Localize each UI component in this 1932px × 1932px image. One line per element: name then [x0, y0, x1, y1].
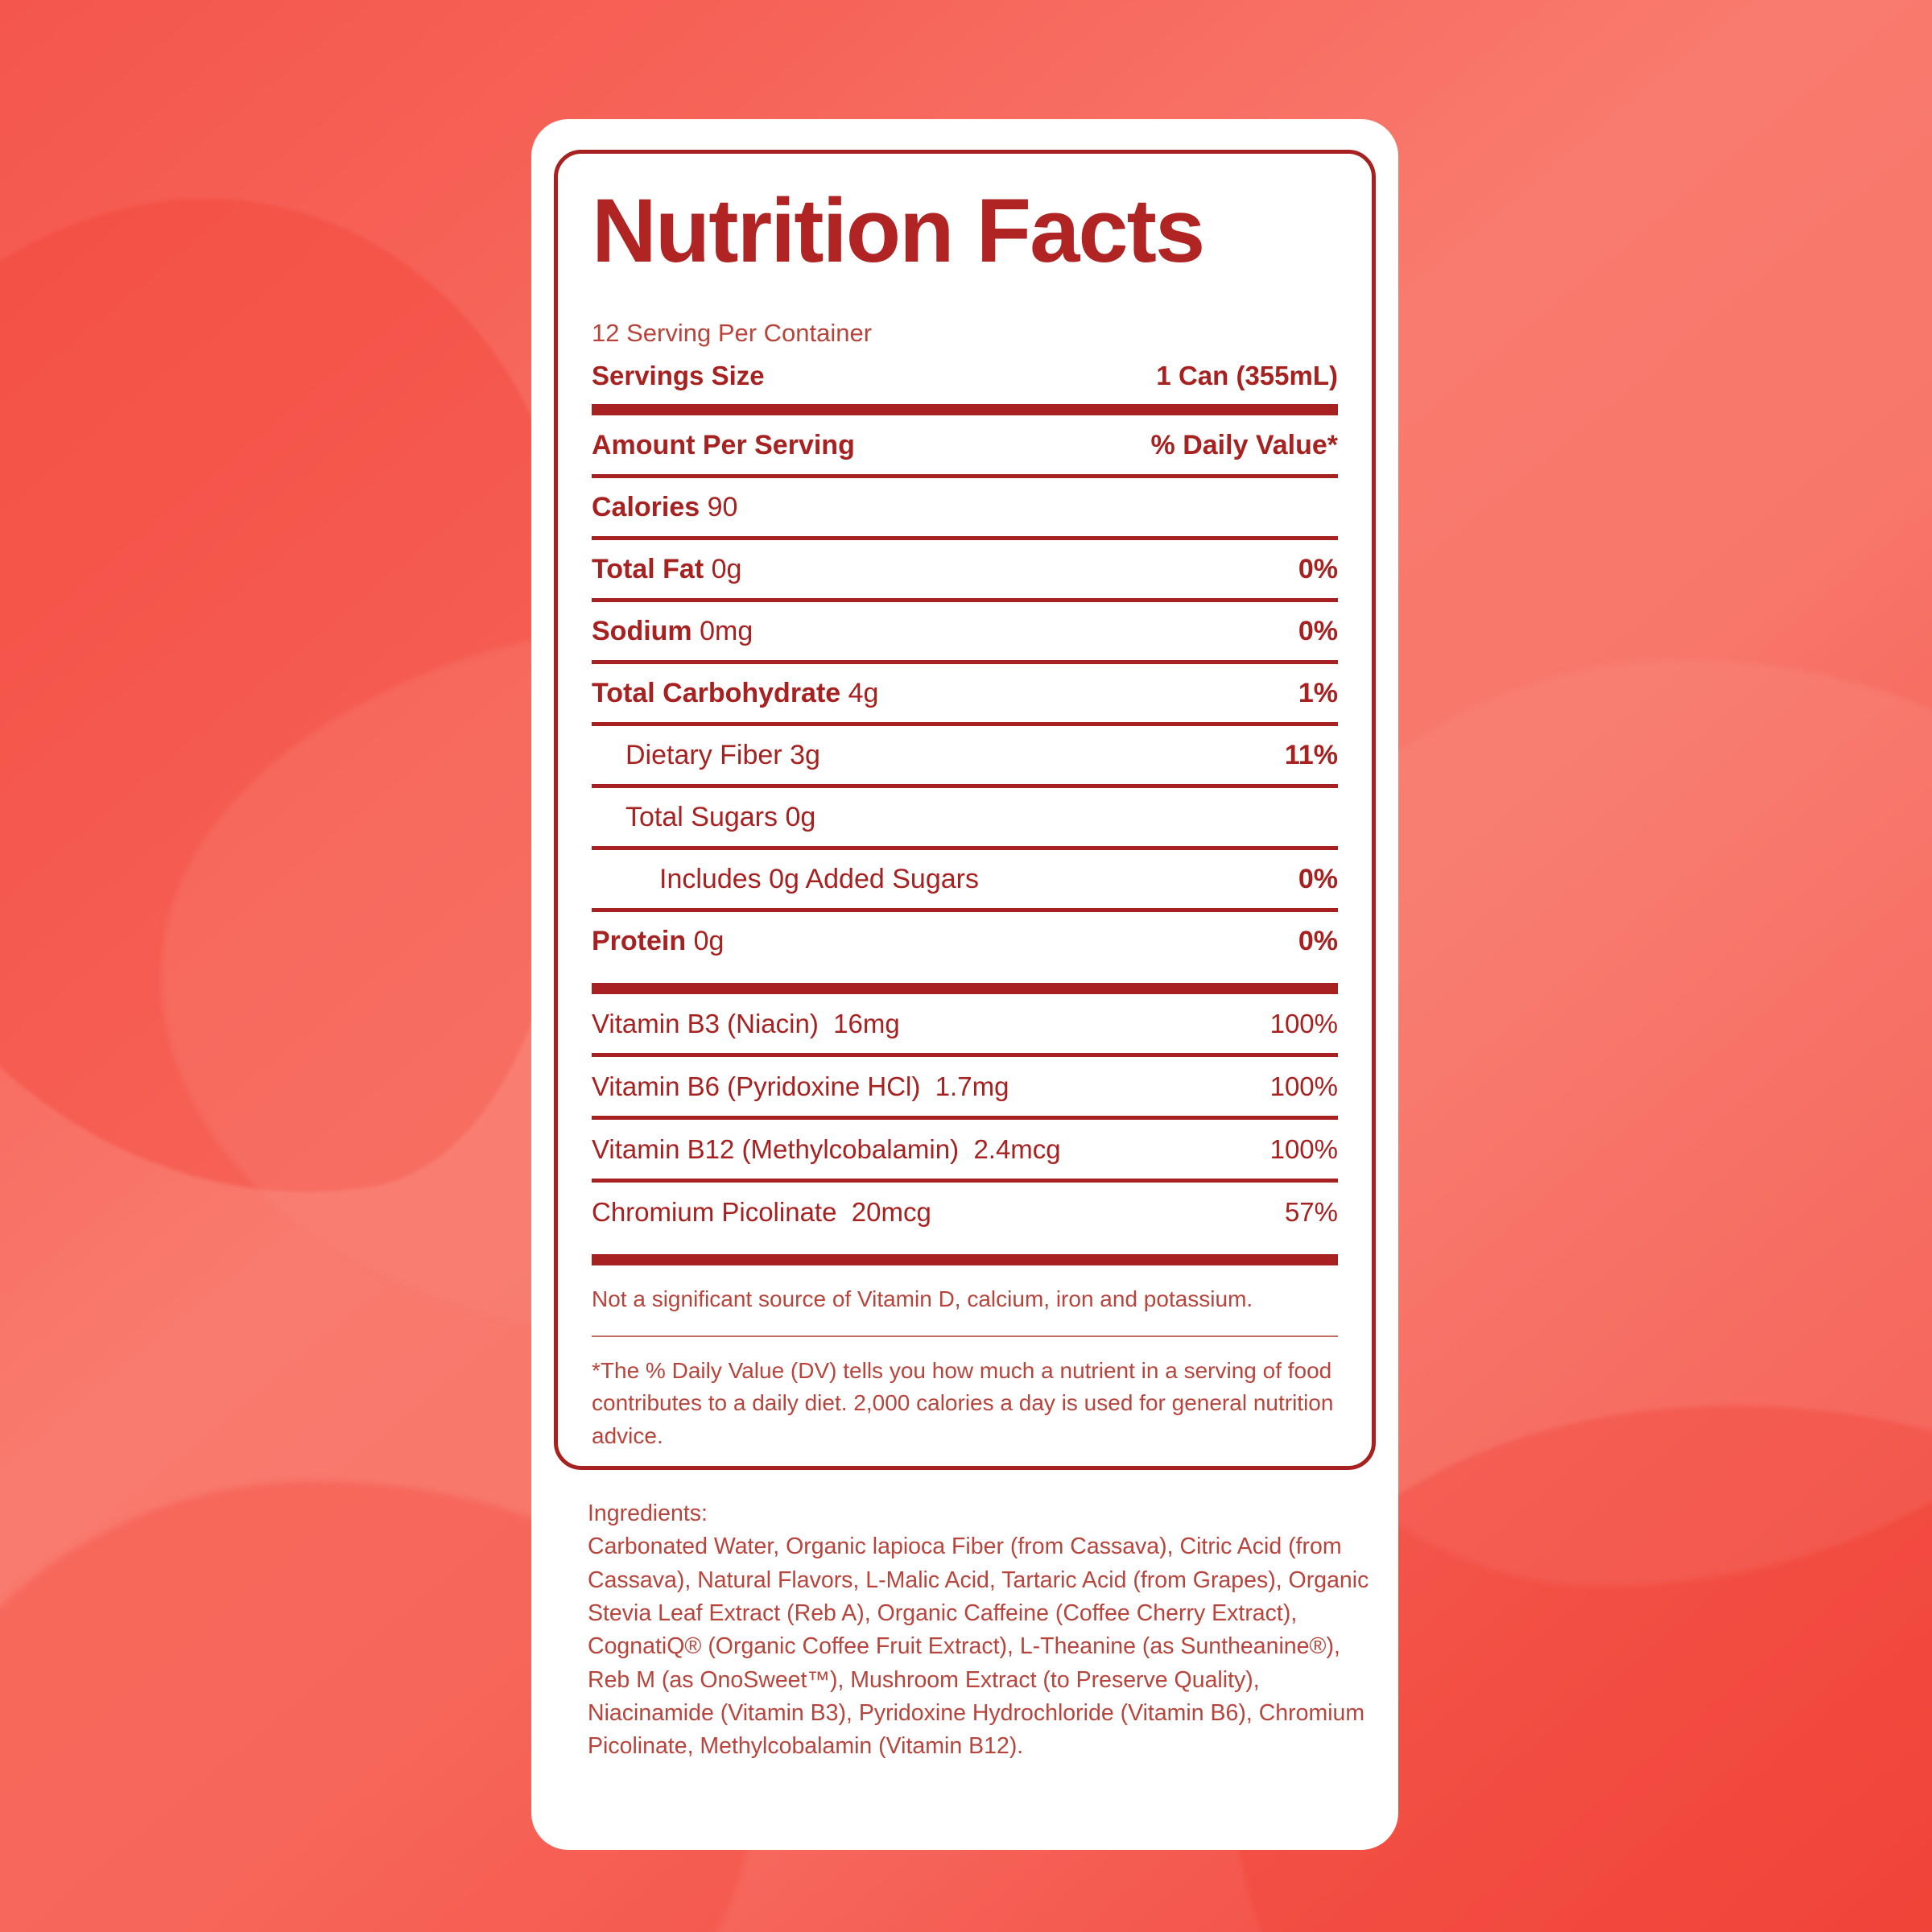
vitamin-amount: 16mg [833, 1009, 900, 1039]
nutrition-facts-card: Nutrition Facts 12 Serving Per Container… [531, 119, 1398, 1850]
nutrient-row-dietary-fiber: Dietary Fiber 3g 11% [592, 726, 1338, 784]
nutrient-dv: 1% [1298, 678, 1338, 709]
vitamin-name: Vitamin B12 (Methylcobalamin) [592, 1134, 960, 1165]
ingredients-label: Ingredients: [588, 1501, 708, 1526]
nutrient-row-total-carbohydrate: Total Carbohydrate 4g 1% [592, 664, 1338, 722]
vitamin-dv: 100% [1269, 1134, 1338, 1165]
divider [592, 1116, 1338, 1121]
not-significant-source-note: Not a significant source of Vitamin D, c… [592, 1286, 1253, 1312]
nutrient-dv: 0% [1298, 926, 1338, 957]
vitamin-row-b6: Vitamin B6 (Pyridoxine HCl) 1.7mg 100% [592, 1057, 1338, 1116]
divider-hairline-footnote [592, 1335, 1338, 1337]
ingredients-text: Carbonated Water, Organic lapioca Fiber … [588, 1534, 1369, 1760]
nutrient-dv: 11% [1284, 740, 1338, 771]
vitamin-amount: 20mcg [851, 1197, 931, 1228]
divider-thick-footnotes [592, 1254, 1338, 1266]
nutrient-dv: 0% [1298, 864, 1338, 895]
calories-label: Calories [592, 492, 700, 523]
vitamin-amount: 2.4mcg [973, 1134, 1061, 1165]
nutrient-name: Protein [592, 926, 687, 957]
servings-size-value: 1 Can (355mL) [1156, 361, 1338, 391]
amount-per-serving-header: Amount Per Serving % Daily Value* [592, 415, 1338, 474]
nutrient-amount: 0g [711, 554, 742, 585]
vitamin-dv: 100% [1269, 1071, 1338, 1102]
calories-value: 90 [707, 492, 738, 523]
nutrient-name: Includes 0g Added Sugars [659, 864, 979, 895]
ingredients-block: Ingredients: Carbonated Water, Organic l… [588, 1497, 1381, 1764]
divider-thick-top [592, 404, 1338, 416]
vitamin-row-b12: Vitamin B12 (Methylcobalamin) 2.4mcg 100… [592, 1120, 1338, 1179]
vitamin-name: Chromium Picolinate [592, 1197, 837, 1228]
daily-value-footnote: *The % Daily Value (DV) tells you how mu… [592, 1357, 1334, 1448]
vitamin-dv: 100% [1269, 1009, 1338, 1039]
daily-value-label: % Daily Value* [1150, 430, 1338, 461]
nutrient-dv: 0% [1298, 616, 1338, 647]
nutrient-name: Total Fat [592, 554, 704, 585]
servings-size-label: Servings Size [592, 361, 765, 391]
nutrient-row-sodium: Sodium 0mg 0% [592, 602, 1338, 660]
nutrient-name: Total Sugars [625, 802, 778, 833]
amount-per-serving-label: Amount Per Serving [592, 430, 855, 461]
vitamin-amount: 1.7mg [935, 1071, 1009, 1102]
divider [592, 784, 1338, 789]
nutrient-name: Total Carbohydrate [592, 678, 841, 709]
divider [592, 846, 1338, 851]
vitamin-row-b3: Vitamin B3 (Niacin) 16mg 100% [592, 994, 1338, 1053]
nutrient-dv: 0% [1298, 554, 1338, 585]
nutrient-amount: 3g [790, 740, 820, 771]
divider-below-header [592, 474, 1338, 479]
page-title: Nutrition Facts [592, 180, 1205, 281]
nutrient-name: Sodium [592, 616, 692, 647]
nutrient-row-total-fat: Total Fat 0g 0% [592, 540, 1338, 598]
calories-row: Calories 90 [592, 478, 1338, 536]
divider-thick-vitamins [592, 983, 1338, 995]
divider [592, 660, 1338, 665]
servings-per-container: 12 Serving Per Container [592, 319, 873, 347]
nutrient-row-added-sugars: Includes 0g Added Sugars 0% [592, 850, 1338, 908]
nutrient-amount: 0g [785, 802, 816, 833]
nutrient-name: Dietary Fiber [625, 740, 782, 771]
divider [592, 908, 1338, 913]
nutrient-amount: 0mg [700, 616, 753, 647]
servings-size-row: Servings Size 1 Can (355mL) [592, 361, 1338, 391]
vitamin-row-chromium: Chromium Picolinate 20mcg 57% [592, 1183, 1338, 1241]
divider [592, 598, 1338, 603]
nutrient-row-total-sugars: Total Sugars 0g [592, 788, 1338, 846]
divider [592, 1179, 1338, 1183]
vitamin-name: Vitamin B3 (Niacin) [592, 1009, 819, 1039]
divider [592, 1053, 1338, 1058]
vitamin-dv: 57% [1284, 1197, 1338, 1228]
nutrition-facts-panel: Nutrition Facts 12 Serving Per Container… [554, 150, 1376, 1470]
divider [592, 722, 1338, 727]
nutrient-amount: 0g [693, 926, 724, 957]
nutrient-amount: 4g [848, 678, 879, 709]
vitamin-name: Vitamin B6 (Pyridoxine HCl) [592, 1071, 921, 1102]
divider-below-calories [592, 536, 1338, 541]
nutrient-row-protein: Protein 0g 0% [592, 912, 1338, 970]
